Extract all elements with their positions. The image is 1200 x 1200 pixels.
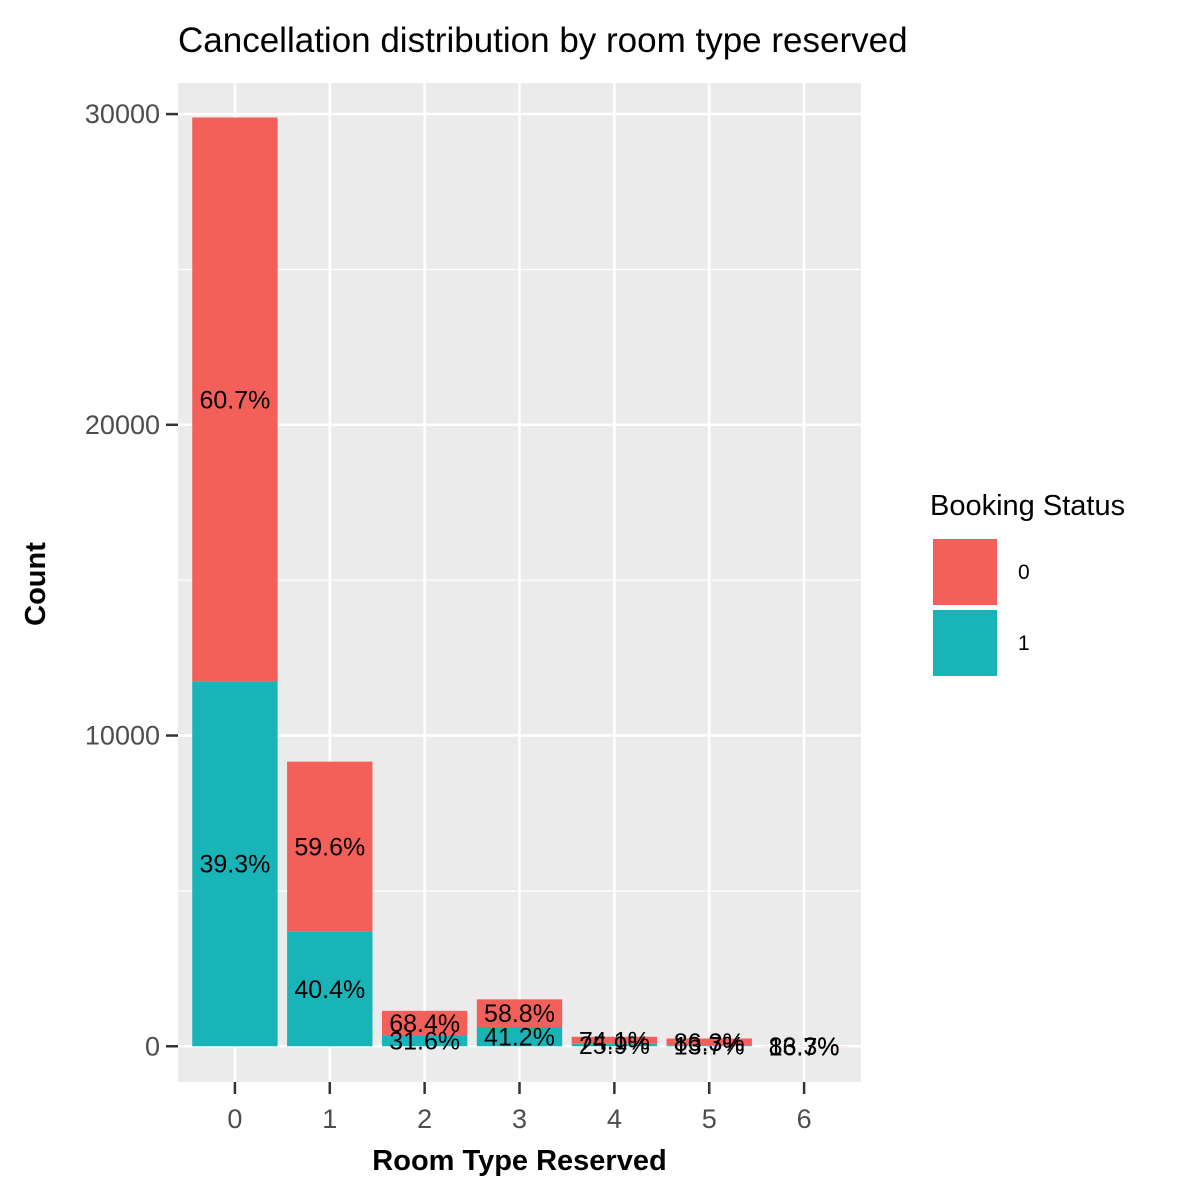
legend-title: Booking Status	[930, 490, 1125, 522]
legend-key-1	[931, 608, 999, 678]
x-axis-title: Room Type Reserved	[372, 1145, 666, 1177]
legend-label-0: 0	[1018, 561, 1030, 584]
x-tick-label: 6	[797, 1104, 812, 1134]
legend-label-1: 1	[1018, 632, 1030, 655]
x-tick-label: 1	[322, 1104, 337, 1134]
bar-label-status-1-room-6: 16.7%	[769, 1033, 840, 1061]
bar-label-status-1-room-2: 31.6%	[389, 1028, 460, 1056]
legend-key-0	[931, 537, 999, 607]
bar-status-1-room-3	[476, 1027, 563, 1047]
x-tick-label: 2	[417, 1104, 432, 1134]
bar-label-status-0-room-2: 68.4%	[389, 1010, 460, 1038]
x-tick-label: 4	[607, 1104, 622, 1134]
x-axis: 0 1 2 3 4 5 6	[227, 1082, 812, 1134]
bar-status-1-room-0	[192, 681, 278, 1047]
bar-label-status-0-room-5: 86.3%	[674, 1029, 745, 1057]
bar-label-status-1-room-0: 39.3%	[199, 851, 270, 879]
bars	[192, 117, 847, 1047]
bar-label-status-0-room-3: 58.8%	[484, 1000, 555, 1028]
bar-status-1-room-1	[287, 931, 373, 1047]
bar-status-0-room-5	[666, 1038, 752, 1046]
bar-status-1-room-2	[381, 1035, 468, 1047]
legend: Booking Status 0 1	[930, 490, 1125, 678]
bar-status-1-room-4	[571, 1043, 658, 1047]
bar-status-0-room-2	[381, 1010, 468, 1036]
bar-label-status-1-room-1: 40.4%	[294, 976, 365, 1004]
bar-status-0-room-1	[287, 761, 373, 932]
x-tick-label: 5	[702, 1104, 717, 1134]
x-tick-label: 0	[227, 1104, 242, 1134]
y-tick-label: 0	[145, 1031, 160, 1061]
bar-label-status-0-room-1: 59.6%	[294, 833, 365, 861]
bar-status-0-room-3	[476, 999, 563, 1028]
y-tick-label: 30000	[85, 99, 160, 129]
bar-label-status-0-room-6: 83.3%	[769, 1033, 840, 1061]
y-tick-label: 20000	[85, 410, 160, 440]
bar-label-status-1-room-5: 13.7%	[674, 1033, 745, 1061]
bar-labels: 60.7% 39.3% 59.6% 40.4% 68.4%31.6% 58.8%41.2%…	[199, 386, 839, 1061]
chart-title: Cancellation distribution by room type r…	[178, 21, 908, 60]
x-tick-label: 3	[512, 1104, 527, 1134]
bar-label-status-0-room-4: 74.1%	[579, 1027, 650, 1055]
bar-label-status-1-room-3: 41.2%	[484, 1024, 555, 1052]
bar-label-status-0-room-0: 60.7%	[199, 386, 270, 414]
bar-status-0-room-0	[192, 117, 278, 682]
y-tick-label: 10000	[85, 721, 160, 751]
y-axis-title: Count	[20, 542, 52, 626]
y-axis: 0 10000 20000 30000	[85, 99, 178, 1061]
bar-label-status-1-room-4: 25.9%	[579, 1032, 650, 1060]
bar-status-1-room-5	[666, 1045, 752, 1047]
bar-status-0-room-4	[571, 1036, 658, 1044]
